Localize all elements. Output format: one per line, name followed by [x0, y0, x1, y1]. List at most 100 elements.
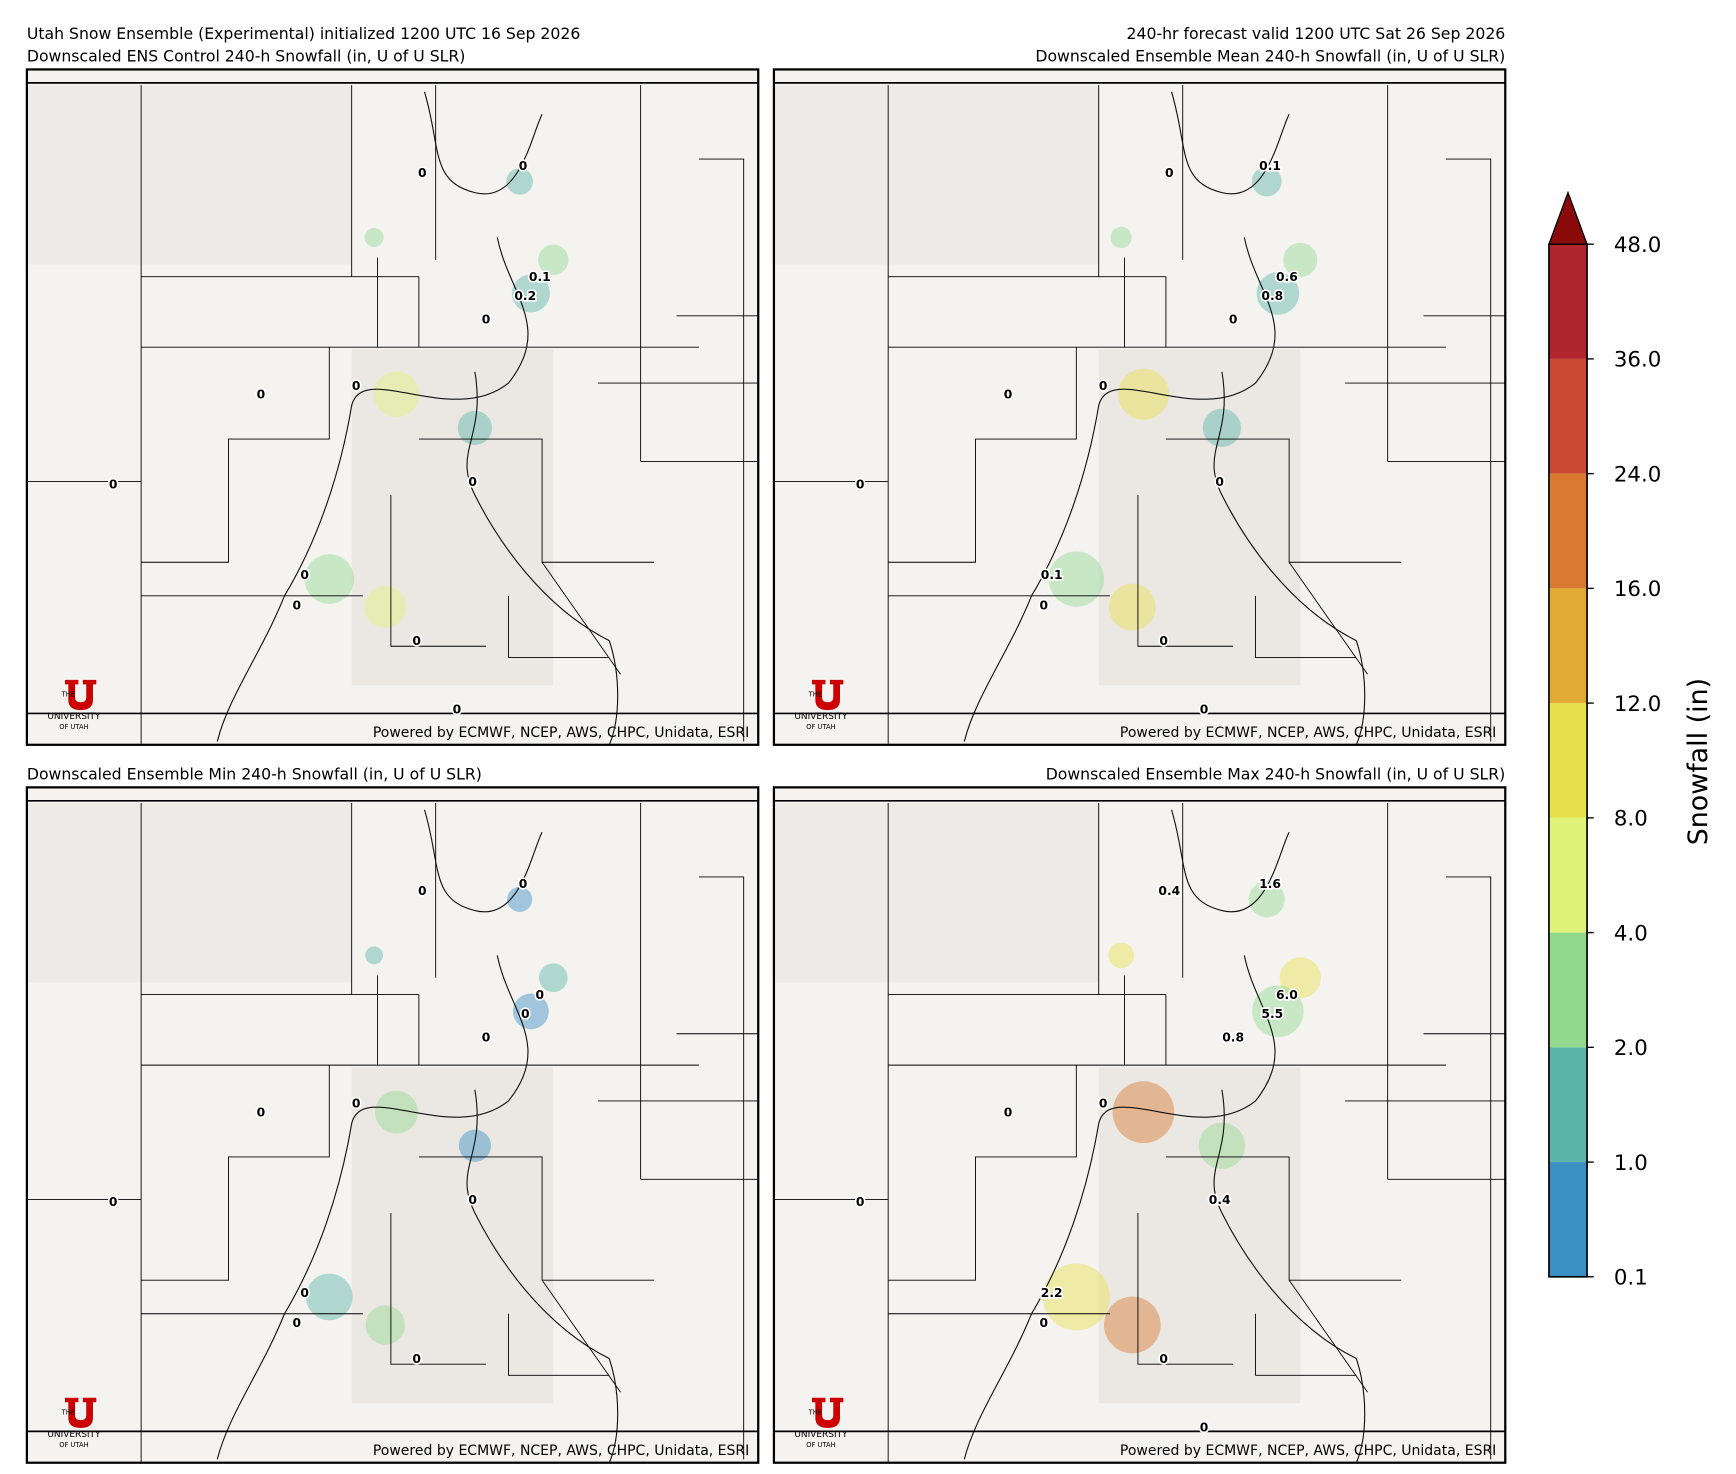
snow-area	[1256, 272, 1300, 315]
point-label: 0.6	[1276, 270, 1298, 284]
terrain-shade	[26, 803, 352, 983]
boundary-line	[508, 595, 610, 658]
point-label: 0	[519, 877, 528, 891]
point-label: 0.1	[1041, 568, 1063, 582]
point-label: 0	[352, 379, 361, 393]
panel-frame	[25, 786, 760, 1464]
snow-area	[364, 586, 407, 628]
boundary-line	[698, 158, 745, 742]
snow-area	[512, 993, 549, 1030]
colorbar-band	[1548, 932, 1588, 1048]
boundary-line	[390, 495, 487, 647]
boundary-line	[1445, 158, 1492, 742]
panel-frame	[25, 68, 760, 746]
colorbar-frame	[1548, 243, 1588, 1278]
logo-text: UNIVERSITY	[47, 712, 101, 722]
point-label: 0	[1004, 1106, 1013, 1120]
basin-line	[1170, 809, 1290, 913]
snow-area	[1112, 1081, 1175, 1144]
snow-area	[457, 410, 493, 445]
colorbar-tick-label: 1.0	[1614, 1151, 1648, 1176]
point-label: 0	[300, 1286, 309, 1300]
point-label: 0	[1159, 634, 1168, 648]
snow-area	[1110, 226, 1132, 249]
boundary-line	[418, 1156, 655, 1281]
boundary-line	[1165, 1156, 1402, 1281]
logo-u	[64, 679, 97, 711]
point-label: 0	[482, 1031, 491, 1045]
boundary-line	[141, 347, 330, 563]
panel-title: Downscaled Ensemble Max 240-h Snowfall (…	[1046, 765, 1506, 784]
point-label: 2.2	[1041, 1286, 1063, 1300]
point-label: 0.1	[1259, 159, 1281, 173]
point-label: 0.4	[1158, 884, 1180, 898]
colorbar-band	[1548, 703, 1588, 818]
logo-u	[64, 1397, 97, 1428]
basin-line	[466, 371, 619, 746]
point-label: 0	[1099, 379, 1108, 393]
snow-area	[1048, 551, 1104, 607]
snow-area	[373, 371, 420, 418]
point-label: 0.8	[1222, 1031, 1244, 1045]
point-label: 0.4	[1209, 1193, 1231, 1207]
colorbar-band	[1548, 588, 1588, 704]
boundary-line	[1255, 1313, 1357, 1376]
point-label: 0	[453, 702, 462, 716]
point-label: 0	[468, 1193, 477, 1207]
point-label: 0	[1215, 475, 1224, 489]
boundary-line	[1137, 1212, 1234, 1365]
point-label: 0	[1004, 388, 1013, 402]
point-label: 0	[1229, 313, 1238, 327]
snow-area	[458, 1129, 492, 1162]
point-label: 0	[412, 634, 421, 648]
point-label: 0	[1200, 702, 1209, 716]
logo-text: OF UTAH	[806, 1441, 835, 1449]
snow-area	[507, 886, 533, 912]
logo-u	[812, 1397, 844, 1428]
point-label: 0	[1040, 598, 1049, 612]
logo-text: OF UTAH	[806, 723, 835, 731]
logo-text: OF UTAH	[59, 723, 88, 731]
logo-text: OF UTAH	[59, 1441, 88, 1449]
point-label: 0.8	[1261, 289, 1283, 303]
snow-area	[1198, 1122, 1246, 1169]
credits: Powered by ECMWF, NCEP, AWS, CHPC, Unida…	[1120, 725, 1496, 741]
colorbar-label: Snowfall (in)	[1683, 678, 1714, 845]
basin-line	[1170, 91, 1290, 195]
snow-area	[305, 1273, 353, 1321]
point-label: 0	[300, 568, 309, 582]
snow-area	[1248, 881, 1285, 918]
panel-frame	[772, 786, 1507, 1464]
terrain-shade	[1098, 1067, 1301, 1404]
logo-text: THE	[808, 1409, 822, 1417]
point-label: 6.0	[1276, 988, 1298, 1002]
colorbar-tick-label: 16.0	[1614, 577, 1661, 602]
logo-text: UNIVERSITY	[794, 1430, 848, 1440]
colorbar-tick-label: 4.0	[1614, 921, 1648, 946]
snow-area	[506, 168, 534, 195]
colorbar-band	[1548, 244, 1588, 359]
boundary-line	[390, 1212, 487, 1365]
terrain-shade	[773, 85, 1099, 265]
point-label: 0	[418, 884, 427, 898]
point-label: 0	[1099, 1097, 1108, 1111]
snow-area	[1108, 583, 1156, 631]
terrain-shade	[773, 803, 1099, 983]
point-label: 0	[856, 477, 865, 491]
snow-area	[365, 946, 384, 965]
point-label: 1.6	[1259, 877, 1281, 891]
panel-title: Downscaled ENS Control 240-h Snowfall (i…	[27, 47, 466, 66]
snow-area	[538, 963, 568, 993]
boundary-line	[888, 347, 1077, 563]
terrain-shade	[1098, 349, 1301, 686]
point-label: 0	[521, 1007, 530, 1021]
credits: Powered by ECMWF, NCEP, AWS, CHPC, Unida…	[1120, 1443, 1496, 1459]
valid-time: 240-hr forecast valid 1200 UTC Sat 26 Se…	[1127, 24, 1506, 43]
point-label: 0	[352, 1097, 361, 1111]
point-label: 0	[519, 159, 528, 173]
boundary-line	[1288, 1279, 1368, 1393]
point-label: 0	[1165, 166, 1174, 180]
snow-area	[1279, 957, 1321, 999]
